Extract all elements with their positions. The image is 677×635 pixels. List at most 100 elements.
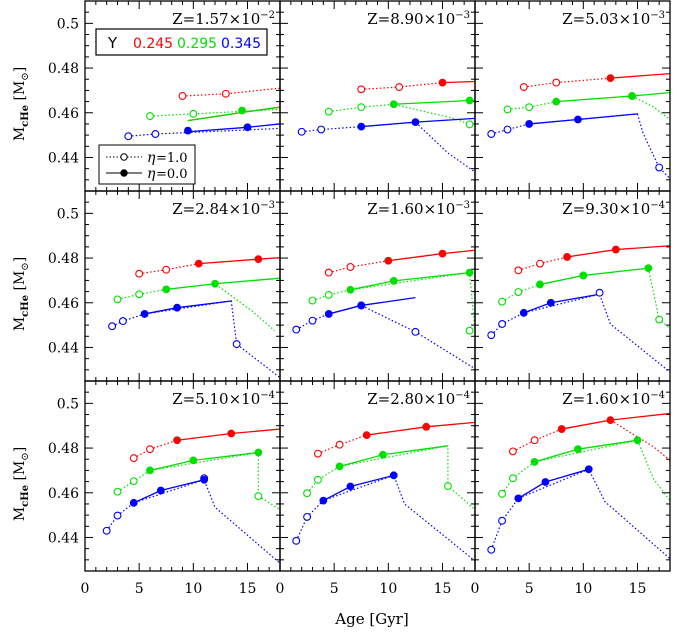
marker-green-filled [536, 280, 544, 289]
marker-red-filled [173, 436, 181, 445]
marker-blue-filled [184, 126, 192, 135]
marker-green-open [308, 296, 317, 305]
marker-blue-open [487, 331, 496, 340]
x-tick-label: 5 [330, 581, 339, 597]
marker-blue-open [487, 130, 496, 138]
x-tick-label: 10 [379, 581, 397, 597]
series-red-eta1-line [328, 252, 443, 274]
series-blue-eta0-line [328, 296, 416, 315]
marker-blue-filled [357, 301, 366, 310]
marker-red-open [313, 449, 322, 458]
marker-red-open [514, 266, 523, 275]
panel-7: Z=5.10×10−4 0.44 0.46 0.48 0.5 0 5 10 15 [48, 380, 281, 597]
y-tick-label: 0.48 [48, 251, 79, 267]
panel-frame [474, 190, 671, 382]
marker-green-filled [189, 456, 198, 465]
marker-red-open [508, 447, 517, 456]
marker-green-filled [465, 96, 474, 105]
marker-green-open [324, 290, 333, 299]
marker-red-filled [557, 425, 566, 433]
marker-green-filled [389, 100, 398, 109]
marker-red-open [530, 436, 539, 445]
series-blue-eta1-line [295, 304, 475, 370]
marker-blue-filled [243, 123, 252, 132]
marker-green-filled [238, 106, 246, 115]
series-green-eta1-line [312, 271, 475, 331]
marker-blue-filled [346, 482, 355, 491]
marker-red-open [162, 265, 171, 274]
marker-green-filled [633, 436, 642, 445]
marker-blue-open [503, 125, 512, 134]
marker-green-open [514, 288, 523, 296]
marker-red-open [221, 89, 230, 98]
legend-eta-box [98, 144, 196, 185]
series-blue-eta1-line [490, 468, 670, 560]
legend-eta-filled-marker [120, 169, 128, 177]
panel-1-plot [124, 87, 280, 141]
panel-z-label: Z=9.30×10−4 [562, 200, 665, 218]
marker-blue-open [292, 536, 301, 545]
x-tick-label: 15 [239, 581, 257, 597]
marker-red-filled [606, 416, 615, 425]
panel-z-label: Z=1.60×10−4 [562, 390, 665, 408]
marker-green-open [254, 492, 263, 501]
panel-z-label: Z=5.10×10−4 [172, 390, 275, 408]
y-tick-label: 0.44 [48, 150, 79, 166]
legend-helium-green: 0.295 [177, 36, 217, 52]
panel-6-plot [487, 245, 670, 373]
series-blue-eta1-line [490, 293, 670, 373]
panel-frame [279, 380, 476, 572]
marker-red-open [324, 268, 333, 277]
marker-blue-filled [389, 471, 398, 480]
marker-blue-filled [525, 120, 534, 128]
marker-red-filled [606, 74, 615, 83]
marker-green-filled [628, 92, 636, 100]
marker-green-filled [644, 264, 653, 273]
marker-red-filled [422, 422, 431, 431]
marker-blue-open [232, 340, 241, 349]
panel-5: Z=1.60×10−3 [279, 190, 476, 382]
marker-green-open [324, 107, 333, 116]
marker-blue-open [303, 512, 312, 521]
panel-z-label: Z=1.60×10−3 [367, 200, 470, 218]
marker-red-open [178, 92, 187, 100]
marker-blue-open [487, 545, 496, 554]
marker-blue-open [292, 325, 301, 334]
series-red-eta1-line [133, 439, 178, 459]
series-blue-eta0-line [187, 123, 280, 133]
panel-5-plot [292, 249, 475, 370]
series-red-eta0-line [561, 412, 670, 430]
marker-red-filled [384, 256, 393, 265]
marker-red-open [346, 263, 355, 271]
marker-blue-filled [129, 498, 138, 507]
panel-7-plot [102, 428, 280, 564]
panel-1: Z=1.57×10−2 0.44 0.46 0.48 0.5 [48, 0, 281, 192]
panel-4: Z=2.84×10−3 0.44 0.46 0.48 0.5 [48, 190, 281, 382]
marker-blue-open [102, 526, 111, 535]
marker-blue-filled [519, 308, 528, 317]
marker-green-filled [335, 462, 344, 471]
series-green-eta0-line [393, 99, 475, 105]
panel-z-label: Z=5.03×10−3 [562, 10, 665, 28]
marker-red-open [536, 259, 544, 268]
panel-9-plot [487, 412, 670, 560]
series-blue-eta1-line [111, 300, 280, 379]
marker-green-open [465, 120, 474, 129]
marker-blue-open [498, 320, 507, 328]
marker-green-open [129, 477, 138, 486]
y-axis-label: McHe [M⊙] [12, 257, 31, 331]
marker-green-filled [346, 285, 355, 294]
legend-eta-value-1: =1.0 [156, 151, 188, 166]
legend-helium-box [95, 28, 268, 56]
marker-blue-filled [546, 298, 555, 307]
marker-blue-open [498, 516, 507, 525]
marker-green-filled [389, 276, 398, 285]
x-tick-label: 0 [81, 581, 90, 597]
marker-red-open [519, 83, 528, 92]
x-tick-label: 5 [525, 581, 534, 597]
panel-3-plot [487, 72, 670, 180]
y-axis-labels: McHe [M⊙] McHe [M⊙] McHe [M⊙] [12, 67, 31, 521]
series-blue-eta1-line [491, 113, 670, 180]
marker-blue-filled [324, 310, 333, 318]
